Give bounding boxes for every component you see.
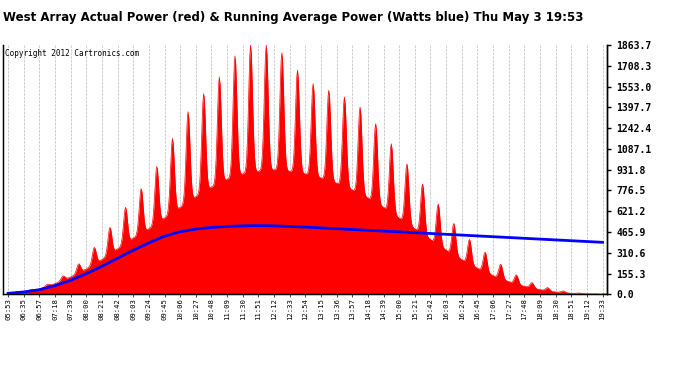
Text: Copyright 2012 Cartronics.com: Copyright 2012 Cartronics.com — [5, 49, 139, 58]
Text: West Array Actual Power (red) & Running Average Power (Watts blue) Thu May 3 19:: West Array Actual Power (red) & Running … — [3, 11, 584, 24]
